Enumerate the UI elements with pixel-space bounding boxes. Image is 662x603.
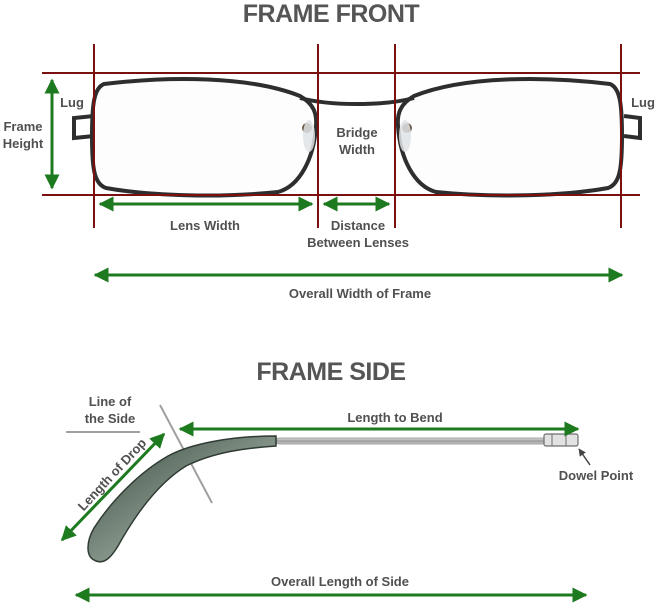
bridge-width-line2: Width bbox=[339, 142, 375, 157]
frame-height-line1: Frame bbox=[3, 119, 43, 134]
temple-tip bbox=[87, 435, 277, 563]
line-of-side-line1: Line of bbox=[88, 394, 132, 409]
distance-line1: Distance bbox=[330, 218, 386, 233]
side-dimension-arrows bbox=[60, 421, 588, 603]
frame-side-title: FRAME SIDE bbox=[256, 358, 406, 386]
lug-right-label: Lug bbox=[631, 95, 655, 110]
lug-left-label: Lug bbox=[60, 95, 84, 110]
overall-width-label: Overall Width of Frame bbox=[288, 286, 432, 301]
left-lens-rim bbox=[89, 77, 319, 198]
frame-height-label: Frame Height bbox=[0, 118, 46, 152]
length-to-bend-label: Length to Bend bbox=[347, 410, 443, 425]
glasses-front-frame bbox=[72, 77, 642, 198]
nose-pad-right bbox=[399, 120, 411, 152]
frame-height-line2: Height bbox=[2, 136, 44, 151]
bridge-width-label: Bridge Width bbox=[326, 124, 388, 158]
dowel-point-pointer bbox=[578, 448, 591, 466]
distance-line2: Between Lenses bbox=[307, 235, 409, 250]
front-dimension-arrows bbox=[44, 78, 624, 283]
dowel-point-label: Dowel Point bbox=[558, 468, 634, 483]
lug-right-shape bbox=[623, 114, 642, 141]
lug-left-shape bbox=[72, 114, 95, 141]
right-lens-rim bbox=[395, 77, 625, 198]
bridge-width-line1: Bridge bbox=[336, 125, 378, 140]
nose-pad-left bbox=[303, 120, 315, 152]
dowel-end bbox=[543, 433, 579, 447]
line-of-side-line2: the Side bbox=[84, 411, 136, 426]
front-guide-lines bbox=[42, 44, 640, 228]
length-of-drop-arrow bbox=[60, 432, 166, 542]
lens-width-label: Lens Width bbox=[170, 218, 240, 233]
overall-length-label: Overall Length of Side bbox=[271, 574, 409, 589]
temple-rod bbox=[275, 437, 547, 445]
bridge-bar bbox=[299, 96, 415, 106]
frame-front-title: FRAME FRONT bbox=[242, 0, 420, 28]
temple-arm bbox=[87, 433, 579, 563]
distance-between-lenses-label: Distance Between Lenses bbox=[296, 217, 420, 251]
line-of-side-label: Line of the Side bbox=[74, 393, 146, 427]
